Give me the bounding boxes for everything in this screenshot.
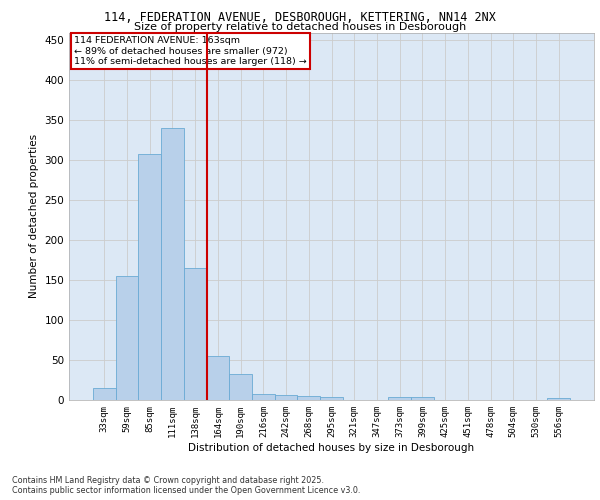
Text: Size of property relative to detached houses in Desborough: Size of property relative to detached ho… (134, 22, 466, 32)
Bar (411, 397, 434, 400)
Bar (298, 396, 320, 400)
Bar (161, 128, 184, 400)
Text: Contains HM Land Registry data © Crown copyright and database right 2025.
Contai: Contains HM Land Registry data © Crown c… (12, 476, 361, 495)
Text: 114 FEDERATION AVENUE: 163sqm
← 89% of detached houses are smaller (972)
11% of : 114 FEDERATION AVENUE: 163sqm ← 89% of d… (74, 36, 307, 66)
Bar (206, 356, 229, 400)
Bar (116, 276, 139, 400)
Bar (93, 388, 116, 400)
Bar (388, 397, 411, 400)
Bar (252, 394, 275, 400)
Bar (275, 395, 298, 400)
Text: 114, FEDERATION AVENUE, DESBOROUGH, KETTERING, NN14 2NX: 114, FEDERATION AVENUE, DESBOROUGH, KETT… (104, 11, 496, 24)
Bar (184, 268, 206, 400)
Bar (320, 397, 343, 400)
Bar (229, 374, 252, 400)
Bar (547, 398, 570, 400)
Y-axis label: Number of detached properties: Number of detached properties (29, 134, 39, 298)
Bar (139, 154, 161, 400)
X-axis label: Distribution of detached houses by size in Desborough: Distribution of detached houses by size … (188, 442, 475, 452)
